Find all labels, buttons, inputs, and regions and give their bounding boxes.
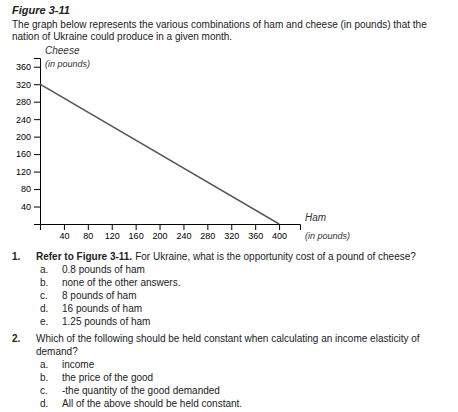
x-tick-label: 360: [248, 231, 263, 241]
x-tick-mark: [207, 224, 208, 230]
x-tick: 400: [272, 224, 287, 241]
x-tick-mark: [279, 224, 280, 230]
answer-text: 1.25 pounds of ham: [62, 316, 150, 327]
answer-text: income: [62, 359, 95, 370]
answer-letter: c.: [40, 290, 48, 301]
ppf-line: [40, 84, 279, 224]
question-lead: Refer to Figure 3-11.: [36, 251, 132, 262]
y-tick: 240: [16, 115, 40, 125]
x-tick-label: 40: [59, 231, 69, 241]
x-tick-label: 320: [224, 231, 239, 241]
y-tick-mark: [34, 154, 40, 155]
x-tick-label: 400: [272, 231, 287, 241]
text-line: nation of Ukraine could produce in a giv…: [12, 31, 232, 42]
x-tick: 320: [224, 224, 239, 241]
y-tick: 120: [16, 167, 40, 177]
y-tick: 360: [16, 62, 40, 72]
axis-unit-note: (in pounds): [45, 59, 90, 69]
answer-text: 8 pounds of ham: [62, 290, 137, 301]
answer-text: 0.8 pounds of ham: [62, 264, 145, 275]
x-axis-label: Ham: [305, 212, 326, 223]
answer-letter: b.: [40, 277, 48, 288]
y-tick-label: 240: [16, 115, 31, 125]
axis-unit-note: (in pounds): [305, 231, 350, 241]
x-tick-label: 160: [129, 231, 144, 241]
answer-text: none of the other answers.: [62, 277, 180, 288]
x-tick: 280: [200, 224, 215, 241]
questions: 1. Refer to Figure 3-11.For Ukraine, what…: [12, 251, 420, 409]
y-tick: 200: [16, 132, 40, 142]
y-tick-label: 280: [16, 97, 31, 107]
y-tick-mark: [34, 102, 40, 103]
y-tick: 40: [21, 202, 40, 212]
x-tick-mark: [231, 224, 232, 230]
y-tick-mark: [34, 207, 40, 208]
question-text: For Ukraine, what is the opportunity cos…: [135, 251, 416, 262]
y-tick: 280: [16, 97, 40, 107]
y-axis-label: Cheese: [45, 45, 80, 56]
x-tick: 200: [153, 224, 168, 241]
x-axis: 40 80 120 160 200 240 280 320 360 400: [41, 224, 301, 241]
answer-letter: e.: [40, 316, 48, 327]
text-line: For Ukraine, what is the opportunity cos…: [135, 251, 416, 262]
text-line: Which of the following should be held co…: [36, 333, 420, 344]
title: Figure 3-11: [12, 4, 70, 16]
y-tick-mark: [34, 84, 40, 85]
answer-text: -the quantity of the good demanded: [62, 385, 220, 396]
x-axis-line: [41, 225, 301, 231]
chart: Figure 3-11 The graph below represents th…: [0, 0, 458, 412]
y-axis-line: [34, 59, 41, 225]
answer-letter: b.: [40, 372, 48, 383]
y-tick-label: 120: [16, 167, 31, 177]
x-tick-label: 120: [105, 231, 120, 241]
y-tick-mark: [34, 172, 40, 173]
x-tick-label: 240: [176, 231, 191, 241]
question-text: Which of the following should be held co…: [36, 333, 420, 357]
x-tick-mark: [160, 224, 161, 230]
y-tick-mark: [34, 137, 40, 138]
y-tick: 320: [16, 80, 40, 90]
x-tick-mark: [64, 224, 65, 230]
x-tick-label: 280: [200, 231, 215, 241]
x-tick: 80: [83, 224, 93, 241]
answer-letter: a.: [40, 264, 48, 275]
y-tick-label: 320: [16, 80, 31, 90]
text-line: The graph below represents the various c…: [12, 19, 427, 30]
x-tick-label: 200: [153, 231, 168, 241]
x-tick: 40: [59, 224, 69, 241]
y-tick-mark: [34, 119, 40, 120]
y-tick: 80: [21, 184, 40, 194]
x-tick-mark: [112, 224, 113, 230]
answer-text: 16 pounds of ham: [62, 303, 142, 314]
y-tick: 160: [16, 149, 40, 159]
answer-letter: c.: [40, 385, 48, 396]
x-tick-label: 80: [83, 231, 93, 241]
x-tick-mark: [136, 224, 137, 230]
x-tick: 160: [129, 224, 144, 241]
y-tick-label: 40: [21, 202, 31, 212]
answer-letter: d.: [40, 398, 48, 409]
answer-letter: d.: [40, 303, 48, 314]
plot-area: [40, 84, 279, 224]
x-tick: 360: [248, 224, 263, 241]
x-tick-mark: [88, 224, 89, 230]
y-axis: 40 80 120 160 200 240 280 320 360: [16, 59, 41, 225]
answer-text: All of the above should be held constant…: [62, 398, 242, 409]
x-tick-mark: [183, 224, 184, 230]
y-tick-mark: [34, 189, 40, 190]
answer-letter: a.: [40, 359, 48, 370]
x-tick: 240: [176, 224, 191, 241]
question-number: 1.: [12, 251, 21, 262]
y-tick-label: 360: [16, 62, 31, 72]
x-tick-mark: [255, 224, 256, 230]
y-tick-mark: [34, 67, 40, 68]
y-tick-label: 160: [16, 149, 31, 159]
answer-text: the price of the good: [62, 372, 153, 383]
text-line: demand?: [36, 346, 78, 357]
question-number: 2.: [12, 333, 21, 344]
subtitle: The graph below represents the various c…: [12, 19, 427, 42]
x-tick: 120: [105, 224, 120, 241]
y-tick-label: 80: [21, 184, 31, 194]
y-tick-label: 200: [16, 132, 31, 142]
